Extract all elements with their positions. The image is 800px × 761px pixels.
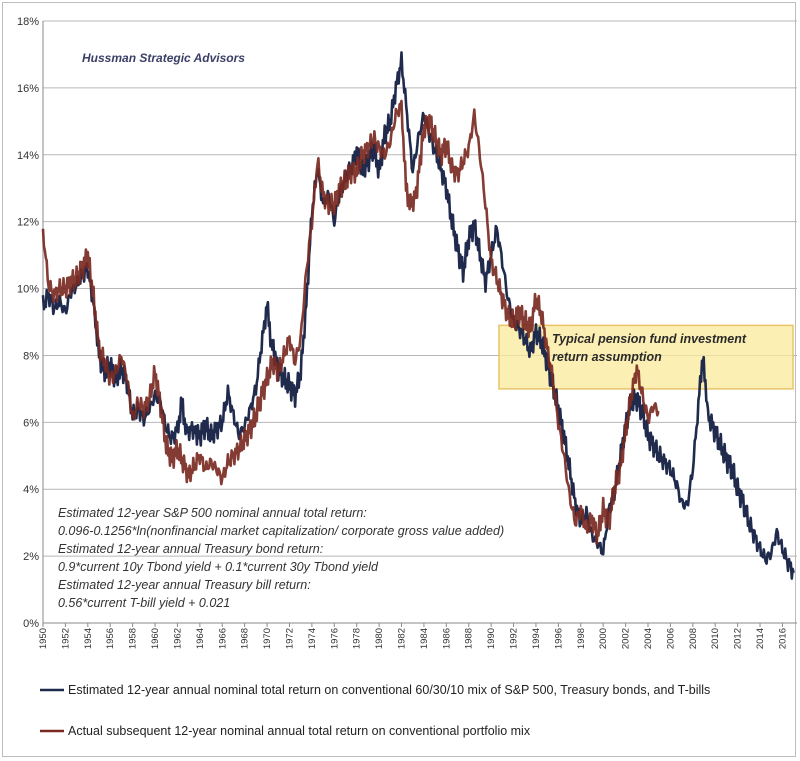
x-tick-label: 1974: [307, 628, 318, 649]
x-tick-label: 1996: [553, 628, 564, 649]
x-tick-label: 1990: [486, 628, 497, 649]
y-tick-label: 10%: [17, 284, 39, 296]
x-tick-label: 2012: [733, 628, 744, 649]
x-tick-label: 1980: [374, 628, 385, 649]
x-tick-label: 1972: [284, 628, 295, 649]
note-line-2: 0.096-0.1256*ln(nonfinancial market capi…: [58, 524, 504, 538]
y-tick-label: 16%: [17, 83, 39, 95]
x-tick-label: 1958: [128, 628, 139, 649]
x-tick-label: 1954: [83, 628, 94, 649]
note-line-3: Estimated 12-year annual Treasury bond r…: [58, 542, 323, 556]
x-tick-label: 2008: [688, 628, 699, 649]
x-tick-label: 1964: [195, 628, 206, 649]
x-tick-label: 1994: [531, 628, 542, 649]
legend: Estimated 12-year annual nominal total r…: [40, 683, 710, 738]
x-tick-label: 1960: [150, 628, 161, 649]
x-tick-label: 1976: [329, 628, 340, 649]
note-line-5: Estimated 12-year annual Treasury bill r…: [58, 578, 311, 592]
x-tick-label: 1952: [60, 628, 71, 649]
y-tick-label: 2%: [23, 551, 39, 563]
x-tick-label: 2010: [710, 628, 721, 649]
x-tick-label: 1984: [419, 628, 430, 649]
x-tick-label: 1982: [397, 628, 408, 649]
x-tick-label: 1998: [576, 628, 587, 649]
legend-label-actual: Actual subsequent 12-year nominal annual…: [68, 724, 531, 738]
x-tick-label: 1968: [240, 628, 251, 649]
x-tick-label: 1986: [441, 628, 452, 649]
x-tick-label: 1950: [38, 628, 49, 649]
x-tick-label: 2006: [665, 628, 676, 649]
y-tick-label: 12%: [17, 217, 39, 229]
y-axis-ticks: 0% 2% 4% 6% 8% 10% 12% 14% 16% 18%: [17, 16, 39, 630]
note-line-6: 0.56*current T-bill yield + 0.021: [58, 596, 230, 610]
x-tick-label: 1988: [464, 628, 475, 649]
y-tick-label: 18%: [17, 16, 39, 28]
chart-credit: Hussman Strategic Advisors: [82, 51, 245, 65]
x-tick-label: 2002: [621, 628, 632, 649]
x-tick-label: 2016: [777, 628, 788, 649]
legend-label-estimated: Estimated 12-year annual nominal total r…: [68, 683, 710, 697]
x-tick-label: 2004: [643, 628, 654, 649]
x-axis-ticks: 1950 1952 1954 1956 1958 1960 1962 1964 1966 1968…: [38, 623, 788, 649]
y-tick-label: 0%: [23, 618, 39, 630]
x-tick-label: 1956: [105, 628, 116, 649]
series-estimated-line: [41, 51, 795, 580]
x-tick-label: 2000: [598, 628, 609, 649]
x-tick-label: 2014: [755, 628, 766, 649]
y-tick-label: 6%: [23, 417, 39, 429]
y-tick-label: 4%: [23, 484, 39, 496]
y-tick-label: 8%: [23, 350, 39, 362]
x-tick-label: 1966: [217, 628, 228, 649]
note-line-4: 0.9*current 10y Tbond yield + 0.1*curren…: [58, 560, 379, 574]
x-tick-label: 1992: [509, 628, 520, 649]
note-line-1: Estimated 12-year S&P 500 nominal annual…: [58, 506, 367, 520]
pension-box-label-line2: return assumption: [552, 350, 662, 364]
x-tick-label: 1970: [262, 628, 273, 649]
pension-box-label-line1: Typical pension fund investment: [552, 332, 747, 346]
y-tick-label: 14%: [17, 150, 39, 162]
series-actual-line: [41, 99, 660, 545]
x-tick-label: 1978: [352, 628, 363, 649]
x-tick-label: 1962: [172, 628, 183, 649]
series-lines: [41, 51, 795, 580]
